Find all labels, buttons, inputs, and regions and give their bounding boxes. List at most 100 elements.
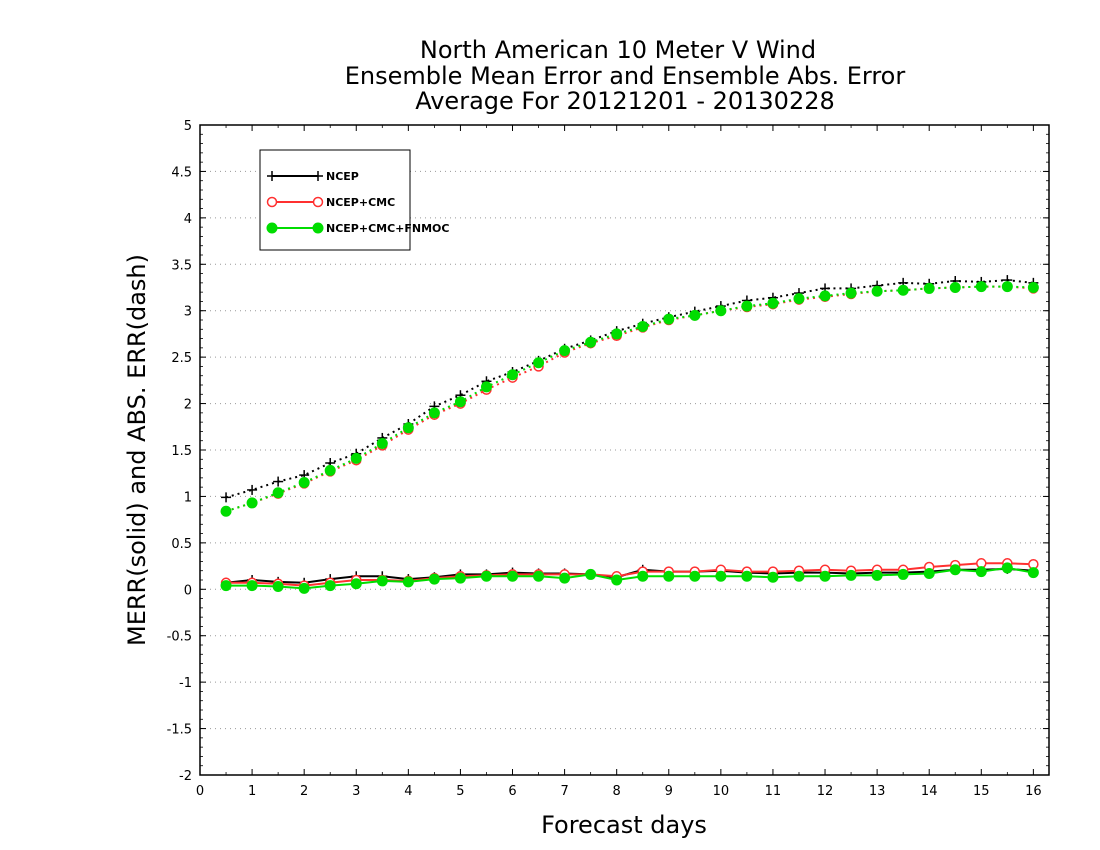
y-tick-label: 2.5 — [171, 351, 192, 366]
y-tick-label: 3 — [184, 305, 192, 320]
abserr-point — [715, 305, 727, 317]
merr-point — [663, 570, 675, 582]
y-tick-label: 1.5 — [171, 444, 192, 459]
merr-point — [402, 576, 414, 588]
title-line-1: North American 10 Meter V Wind — [420, 36, 816, 64]
abserr-line — [225, 279, 1034, 499]
y-tick-label: 3.5 — [171, 258, 192, 273]
abserr-point — [611, 328, 623, 340]
x-tick-label: 13 — [869, 784, 886, 799]
abserr-point — [767, 297, 779, 309]
legend-label: NCEP+CMC+FNMOC — [326, 222, 449, 235]
merr-point — [350, 578, 362, 590]
merr-point — [246, 580, 258, 592]
x-tick-label: 10 — [713, 784, 730, 799]
legend-marker — [266, 196, 278, 208]
abserr-point — [273, 476, 284, 487]
merr-point — [871, 569, 883, 581]
abserr-point — [220, 505, 232, 517]
y-tick-label: 2 — [184, 398, 192, 413]
title-line-2: Ensemble Mean Error and Ensemble Abs. Er… — [345, 62, 906, 90]
chart-title: North American 10 Meter V Wind Ensemble … — [345, 36, 906, 115]
merr-point — [845, 569, 857, 581]
legend-marker — [266, 222, 278, 234]
y-tick-label: 5 — [184, 119, 192, 134]
x-tick-label: 4 — [404, 784, 412, 799]
y-tick-label: 4 — [184, 212, 192, 227]
series-ncep — [221, 275, 1039, 588]
x-axis-label: Forecast days — [541, 811, 707, 839]
x-tick-label: 8 — [613, 784, 621, 799]
x-tick-label: 7 — [560, 784, 568, 799]
y-tick-label: -1 — [179, 676, 192, 691]
merr-point — [559, 572, 571, 584]
legend-label: NCEP — [326, 170, 359, 183]
abserr-point — [1001, 281, 1013, 293]
abserr-point — [637, 321, 649, 332]
abserr-point — [559, 345, 571, 357]
abserr-point — [454, 396, 466, 408]
plot-series — [220, 275, 1039, 594]
abserr-point — [793, 293, 805, 305]
legend: NCEP NCEP+CMC NCEP+CMC+FNMOC — [259, 149, 449, 251]
x-tick-label: 14 — [921, 784, 938, 799]
x-tick-label: 5 — [456, 784, 464, 799]
x-tick-label: 16 — [1025, 784, 1042, 799]
y-tick-label: 4.5 — [171, 165, 192, 180]
abserr-point — [298, 477, 310, 488]
legend-marker — [312, 222, 324, 234]
merr-point — [585, 568, 597, 580]
abserr-point — [247, 484, 258, 495]
y-axis-label: MERR(solid) and ABS. ERR(dash) — [123, 254, 151, 646]
abserr-point — [871, 285, 883, 297]
abserr-point — [324, 464, 336, 476]
grid — [200, 170, 1049, 730]
axis-ticks: 54.543.532.521.510.50-0.5-1-1.5-20 1 2 3 4 5 6… — [167, 119, 1049, 799]
abserr-point — [480, 381, 492, 393]
x-tick-label: 0 — [196, 784, 204, 799]
legend-box — [259, 149, 411, 251]
merr-point — [1027, 567, 1039, 579]
x-tick-label: 1 — [248, 784, 256, 799]
legend-label: NCEP+CMC — [326, 196, 395, 209]
abserr-point — [507, 369, 519, 381]
abserr-point — [246, 497, 258, 509]
abserr-point — [897, 284, 909, 296]
abserr-point — [663, 313, 675, 325]
merr-point — [298, 582, 310, 594]
merr-point — [480, 570, 492, 582]
abserr-point — [741, 300, 753, 312]
title-line-3: Average For 20121201 - 20130228 — [415, 87, 835, 115]
merr-point — [793, 570, 805, 582]
x-tick-label: 15 — [973, 784, 990, 799]
merr-point — [454, 572, 466, 584]
merr-point — [507, 570, 519, 582]
merr-point — [975, 566, 987, 578]
merr-point — [220, 580, 232, 592]
abserr-point — [350, 452, 362, 464]
y-tick-label: 0.5 — [171, 537, 192, 552]
abserr-point — [376, 438, 388, 449]
legend-item: NCEP+CMC — [266, 196, 395, 209]
merr-point — [428, 573, 440, 585]
legend-item: NCEP — [267, 170, 359, 183]
abserr-point — [221, 492, 232, 503]
abserr-point — [819, 290, 831, 302]
y-tick-label: -0.5 — [167, 630, 192, 645]
legend-marker — [312, 196, 324, 208]
abserr-point — [428, 407, 440, 419]
merr-point — [533, 570, 545, 582]
y-tick-label: -1.5 — [167, 723, 192, 738]
legend-item: NCEP+CMC+FNMOC — [266, 222, 449, 235]
x-tick-label: 6 — [508, 784, 516, 799]
abserr-point — [1027, 282, 1039, 293]
y-tick-label: -2 — [179, 769, 192, 784]
merr-point — [741, 570, 753, 582]
merr-point — [637, 570, 649, 582]
abserr-point — [533, 357, 545, 369]
y-tick-label: 1 — [184, 490, 192, 505]
x-tick-label: 11 — [765, 784, 782, 799]
abserr-point — [845, 287, 857, 299]
legend-marker — [267, 171, 277, 181]
